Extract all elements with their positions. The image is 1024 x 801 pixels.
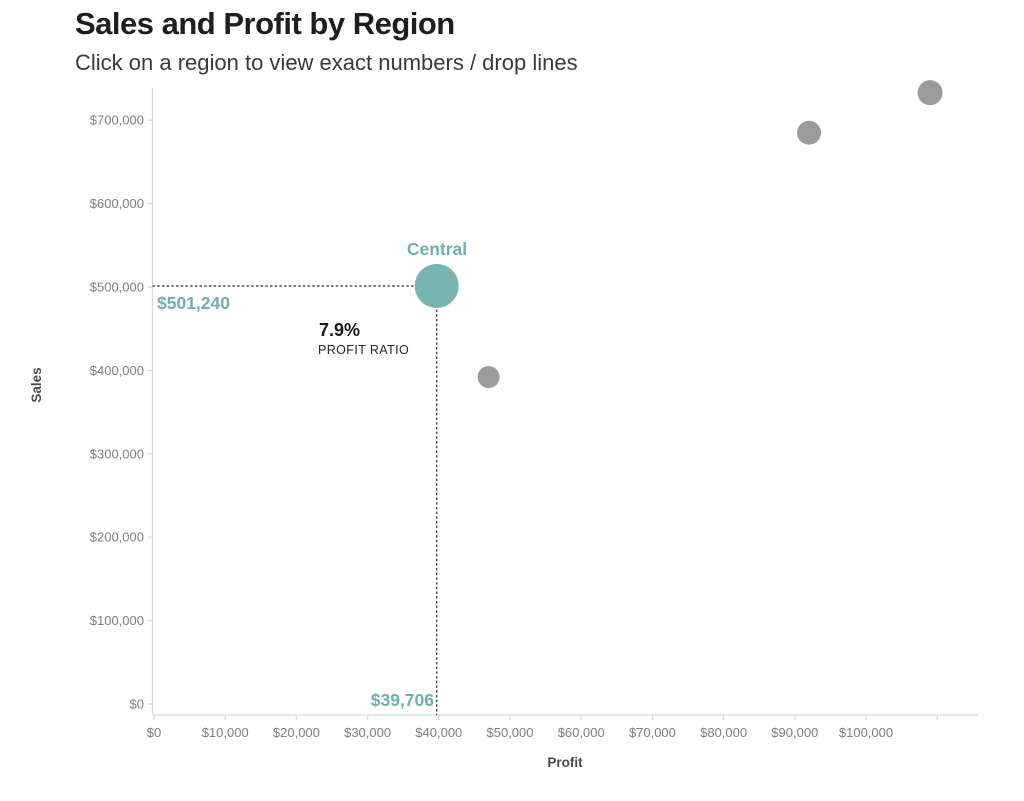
x-tick-label: $80,000	[700, 725, 747, 740]
x-axis-title: Profit	[547, 755, 583, 770]
x-tick-label: $30,000	[344, 725, 391, 740]
y-tick-label: $100,000	[90, 613, 144, 628]
x-tick-label: $90,000	[771, 725, 818, 740]
data-point-region[interactable]	[477, 366, 500, 389]
y-tick-label: $400,000	[90, 363, 144, 378]
x-tick-label: $100,000	[839, 725, 893, 740]
x-tick-label: $20,000	[273, 725, 320, 740]
x-tick-label: $60,000	[558, 725, 605, 740]
profit-ratio-value: 7.9%	[319, 320, 360, 340]
x-tick-label: $70,000	[629, 725, 676, 740]
y-tick-label: $0	[130, 697, 144, 712]
data-point-central[interactable]	[414, 263, 459, 308]
selected-sales-value-label: $501,240	[157, 293, 230, 313]
selected-profit-value-label: $39,706	[371, 690, 435, 710]
x-tick-label: $0	[147, 725, 161, 740]
selected-region-label: Central	[407, 239, 467, 259]
y-tick-label: $500,000	[90, 280, 144, 295]
y-tick-label: $300,000	[90, 446, 144, 461]
profit-ratio-caption: PROFIT RATIO	[318, 343, 409, 357]
y-axis-title: Sales	[29, 367, 44, 402]
axes-layer: $0 $100,000 $200,000 $300,000 $400,000 $500,0…	[90, 88, 978, 740]
x-tick-label: $40,000	[415, 725, 462, 740]
chart-title: Sales and Profit by Region	[75, 6, 455, 41]
x-tick-label: $50,000	[487, 725, 534, 740]
chart-subtitle: Click on a region to view exact numbers …	[75, 50, 578, 75]
x-tick-label: $10,000	[202, 725, 249, 740]
data-point-region[interactable]	[917, 80, 943, 106]
y-tick-label: $200,000	[90, 530, 144, 545]
y-tick-label: $700,000	[90, 113, 144, 128]
marks-layer	[152, 80, 943, 715]
data-point-region[interactable]	[797, 120, 822, 145]
y-tick-label: $600,000	[90, 196, 144, 211]
